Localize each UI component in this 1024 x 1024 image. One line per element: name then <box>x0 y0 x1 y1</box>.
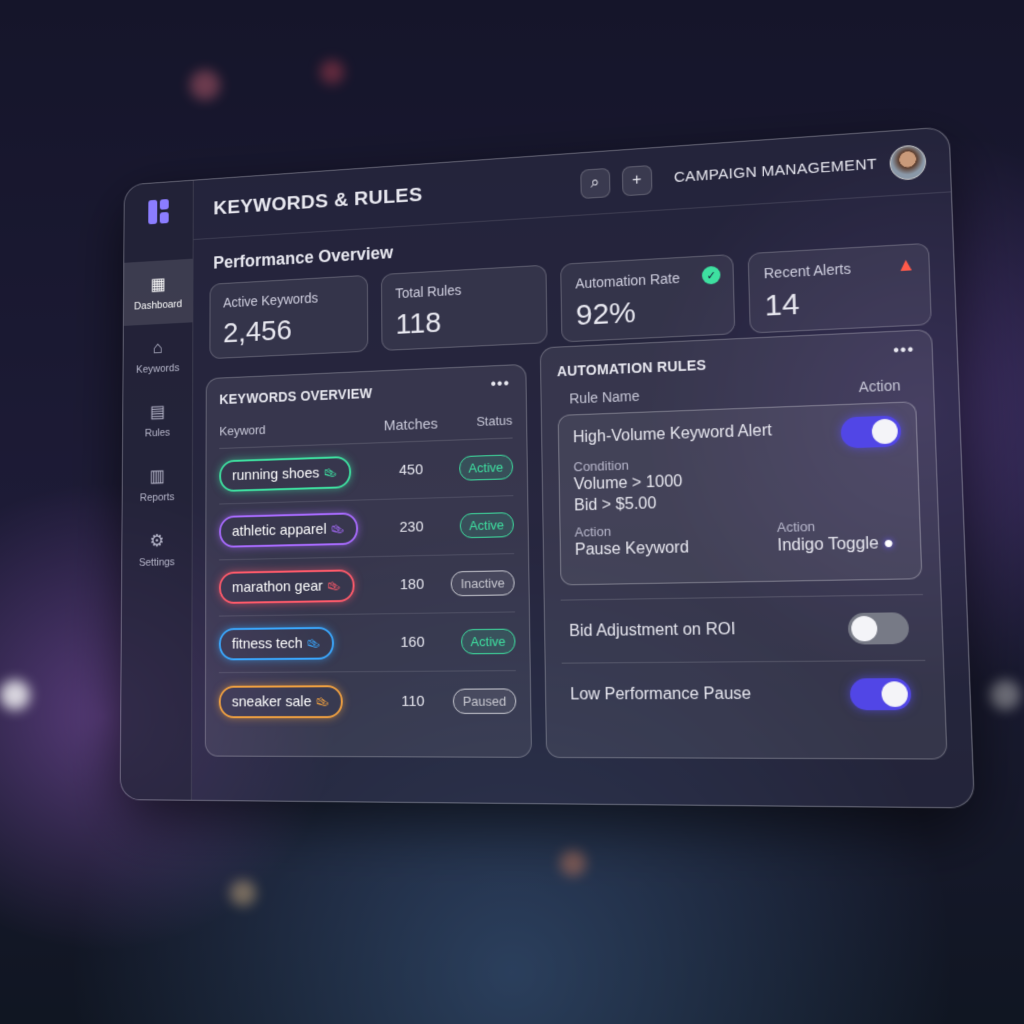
keyword-chip[interactable]: fitness tech 👟︎ <box>218 626 335 661</box>
keyword-text: marathon gear <box>231 577 323 596</box>
column-header: Rule Name <box>569 387 640 407</box>
sidebar-label: Dashboard <box>134 298 183 312</box>
stat-card-recent-alerts: Recent Alerts 14 ▲ <box>747 242 932 334</box>
plus-icon: + <box>631 171 642 189</box>
rule-name: Low Performance Pause <box>570 684 752 704</box>
keywords-overview-panel: KEYWORDS OVERVIEW ••• Keyword Matches Stat… <box>204 363 533 758</box>
table-row[interactable]: athletic apparel 👟︎ 230 Active <box>219 496 515 561</box>
status-badge: Active <box>460 628 516 655</box>
column-header: Matches <box>383 415 438 435</box>
status-badge: Paused <box>452 687 517 714</box>
action-value: Pause Keyword <box>574 539 690 559</box>
sidebar: ▦ Dashboard ⌂ Keywords ▤ Rules ▥ Reports ⚙ Se… <box>120 180 194 800</box>
status-badge: Active <box>458 454 514 481</box>
sidebar-item-keywords[interactable]: ⌂ Keywords <box>123 322 192 389</box>
table-row[interactable]: marathon gear 👟︎ 180 Inactive <box>218 554 515 617</box>
rule-card-featured[interactable]: High-Volume Keyword Alert Condition Volu… <box>557 401 923 586</box>
section-title: CAMPAIGN MANAGEMENT <box>673 155 878 187</box>
keyword-text: sneaker sale <box>231 692 312 710</box>
table-row[interactable]: sneaker sale 👟︎ 110 Paused <box>218 671 517 730</box>
keyword-chip[interactable]: sneaker sale 👟︎ <box>218 684 344 718</box>
stat-label: Automation Rate <box>575 269 681 292</box>
rule-toggle[interactable] <box>840 415 902 449</box>
sidebar-label: Keywords <box>136 361 180 376</box>
rule-row: Bid Adjustment on ROI <box>560 594 926 663</box>
automation-rules-panel: AUTOMATION RULES ••• Rule Name Action Hig… <box>539 329 948 760</box>
table-row[interactable]: running shoes 👟︎ 450 Active <box>219 438 514 505</box>
keyword-chip[interactable]: athletic apparel 👟︎ <box>219 512 359 548</box>
status-badge: Inactive <box>450 570 515 597</box>
column-header: Status <box>476 412 513 429</box>
rule-toggle[interactable] <box>847 612 910 645</box>
keyword-text: fitness tech <box>231 635 303 653</box>
add-button[interactable]: + <box>621 164 653 196</box>
avatar[interactable] <box>889 143 927 181</box>
matches-value: 110 <box>401 692 425 710</box>
page-title: KEYWORDS & RULES <box>213 183 423 219</box>
sidebar-item-settings[interactable]: ⚙ Settings <box>122 516 192 583</box>
stat-card-total-rules: Total Rules 118 <box>380 264 548 351</box>
header: KEYWORDS & RULES ⌕ + CAMPAIGN MANAGEMENT <box>193 127 951 241</box>
chart-icon: ▥ <box>149 465 165 486</box>
sidebar-item-rules[interactable]: ▤ Rules <box>123 386 192 453</box>
sidebar-item-reports[interactable]: ▥ Reports <box>123 451 193 518</box>
app-window: ▦ Dashboard ⌂ Keywords ▤ Rules ▥ Reports ⚙ Se… <box>119 126 975 809</box>
matches-value: 160 <box>400 633 425 651</box>
search-icon: ⌕ <box>590 173 600 192</box>
matches-value: 180 <box>399 575 425 594</box>
action-value: Indigo Toggle <box>777 534 879 555</box>
rule-name: Bid Adjustment on ROI <box>569 620 736 640</box>
sidebar-item-dashboard[interactable]: ▦ Dashboard <box>123 258 193 326</box>
sidebar-label: Settings <box>138 556 175 569</box>
stat-value: 92% <box>575 296 637 332</box>
table-row[interactable]: fitness tech 👟︎ 160 Active <box>218 612 516 674</box>
keyword-text: athletic apparel <box>231 520 327 540</box>
rule-toggle[interactable] <box>849 678 912 711</box>
stat-label: Active Keywords <box>223 290 319 311</box>
panel-title: KEYWORDS OVERVIEW <box>219 385 373 408</box>
indicator-dot-icon: ● <box>883 534 895 553</box>
keyword-text: running shoes <box>232 464 320 484</box>
stat-label: Total Rules <box>395 282 462 302</box>
more-icon[interactable]: ••• <box>892 341 915 360</box>
stat-card-automation-rate: Automation Rate 92% ✓ <box>560 253 736 343</box>
grid-icon: ▦ <box>150 273 166 294</box>
shoe-icon: 👟︎ <box>330 522 345 537</box>
keyword-chip[interactable]: marathon gear 👟︎ <box>219 569 355 604</box>
overview-title: Performance Overview <box>213 242 394 273</box>
shoe-icon: 👟︎ <box>315 694 330 709</box>
search-button[interactable]: ⌕ <box>579 167 611 199</box>
stat-value: 14 <box>764 287 800 323</box>
shoe-icon: 👟︎ <box>326 579 342 594</box>
app-logo <box>147 199 169 225</box>
panel-title: AUTOMATION RULES <box>556 356 707 380</box>
warning-icon: ▲ <box>896 253 916 275</box>
stat-label: Recent Alerts <box>763 260 852 282</box>
tag-icon: ⌂ <box>152 337 163 357</box>
matches-value: 230 <box>399 518 424 536</box>
keyword-chip[interactable]: running shoes 👟︎ <box>219 455 351 493</box>
status-badge: Active <box>459 512 514 539</box>
shoe-icon: 👟︎ <box>306 636 321 651</box>
sidebar-label: Reports <box>139 490 175 504</box>
column-header: Action <box>858 376 901 396</box>
sidebar-label: Rules <box>144 426 171 439</box>
stat-value: 118 <box>395 306 442 341</box>
shoe-icon: 👟︎ <box>323 466 338 481</box>
rule-row: Low Performance Pause <box>561 659 928 727</box>
gear-icon: ⚙ <box>149 530 165 550</box>
document-icon: ▤ <box>149 401 166 421</box>
stat-card-active-keywords: Active Keywords 2,456 <box>209 274 369 360</box>
more-icon[interactable]: ••• <box>490 375 510 393</box>
stat-value: 2,456 <box>223 314 292 350</box>
column-header: Keyword <box>219 422 266 439</box>
matches-value: 450 <box>398 461 424 479</box>
